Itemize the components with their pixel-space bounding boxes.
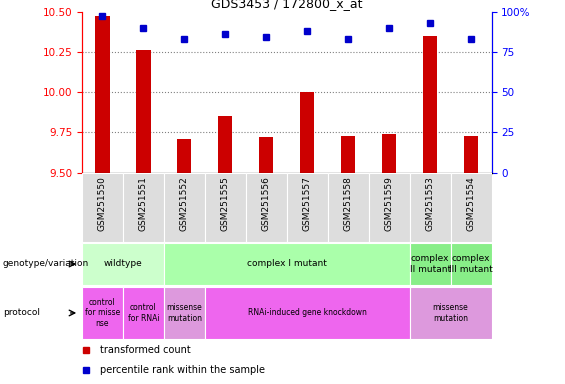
Text: genotype/variation: genotype/variation	[3, 260, 89, 268]
Text: wildtype: wildtype	[103, 260, 142, 268]
Text: transformed count: transformed count	[101, 345, 191, 355]
FancyBboxPatch shape	[410, 287, 492, 339]
Text: complex
II mutant: complex II mutant	[410, 254, 451, 274]
FancyBboxPatch shape	[287, 173, 328, 242]
FancyBboxPatch shape	[451, 243, 492, 285]
Bar	[382, 134, 396, 173]
FancyBboxPatch shape	[82, 243, 164, 285]
FancyBboxPatch shape	[410, 243, 451, 285]
Text: RNAi-induced gene knockdown: RNAi-induced gene knockdown	[248, 308, 367, 318]
Title: GDS3453 / 172800_x_at: GDS3453 / 172800_x_at	[211, 0, 363, 10]
Text: GSM251558: GSM251558	[344, 176, 353, 231]
Text: complex I mutant: complex I mutant	[247, 260, 327, 268]
Bar	[300, 92, 314, 173]
Text: GSM251553: GSM251553	[425, 176, 434, 231]
FancyBboxPatch shape	[328, 173, 369, 242]
Text: missense
mutation: missense mutation	[167, 303, 202, 323]
FancyBboxPatch shape	[164, 173, 205, 242]
Text: protocol: protocol	[3, 308, 40, 318]
FancyBboxPatch shape	[451, 173, 492, 242]
Text: GSM251554: GSM251554	[467, 176, 476, 231]
Text: control
for RNAi: control for RNAi	[128, 303, 159, 323]
Text: GSM251559: GSM251559	[385, 176, 394, 231]
Bar	[136, 50, 150, 173]
Text: complex
III mutant: complex III mutant	[449, 254, 493, 274]
Bar	[341, 136, 355, 173]
Bar	[259, 137, 273, 173]
FancyBboxPatch shape	[369, 173, 410, 242]
FancyBboxPatch shape	[205, 287, 410, 339]
FancyBboxPatch shape	[205, 173, 246, 242]
Text: GSM251555: GSM251555	[221, 176, 230, 231]
Text: GSM251557: GSM251557	[303, 176, 312, 231]
Bar	[95, 17, 110, 173]
Bar	[423, 36, 437, 173]
Bar	[177, 139, 192, 173]
FancyBboxPatch shape	[246, 173, 287, 242]
FancyBboxPatch shape	[82, 173, 123, 242]
Text: GSM251551: GSM251551	[139, 176, 148, 231]
Text: GSM251556: GSM251556	[262, 176, 271, 231]
FancyBboxPatch shape	[410, 173, 451, 242]
FancyBboxPatch shape	[123, 173, 164, 242]
FancyBboxPatch shape	[164, 243, 410, 285]
Text: missense
mutation: missense mutation	[433, 303, 468, 323]
Text: percentile rank within the sample: percentile rank within the sample	[101, 365, 266, 375]
FancyBboxPatch shape	[123, 287, 164, 339]
Text: control
for misse
nse: control for misse nse	[85, 298, 120, 328]
Bar	[464, 136, 478, 173]
Text: GSM251550: GSM251550	[98, 176, 107, 231]
Bar	[218, 116, 232, 173]
Text: GSM251552: GSM251552	[180, 176, 189, 231]
FancyBboxPatch shape	[82, 287, 123, 339]
FancyBboxPatch shape	[164, 287, 205, 339]
